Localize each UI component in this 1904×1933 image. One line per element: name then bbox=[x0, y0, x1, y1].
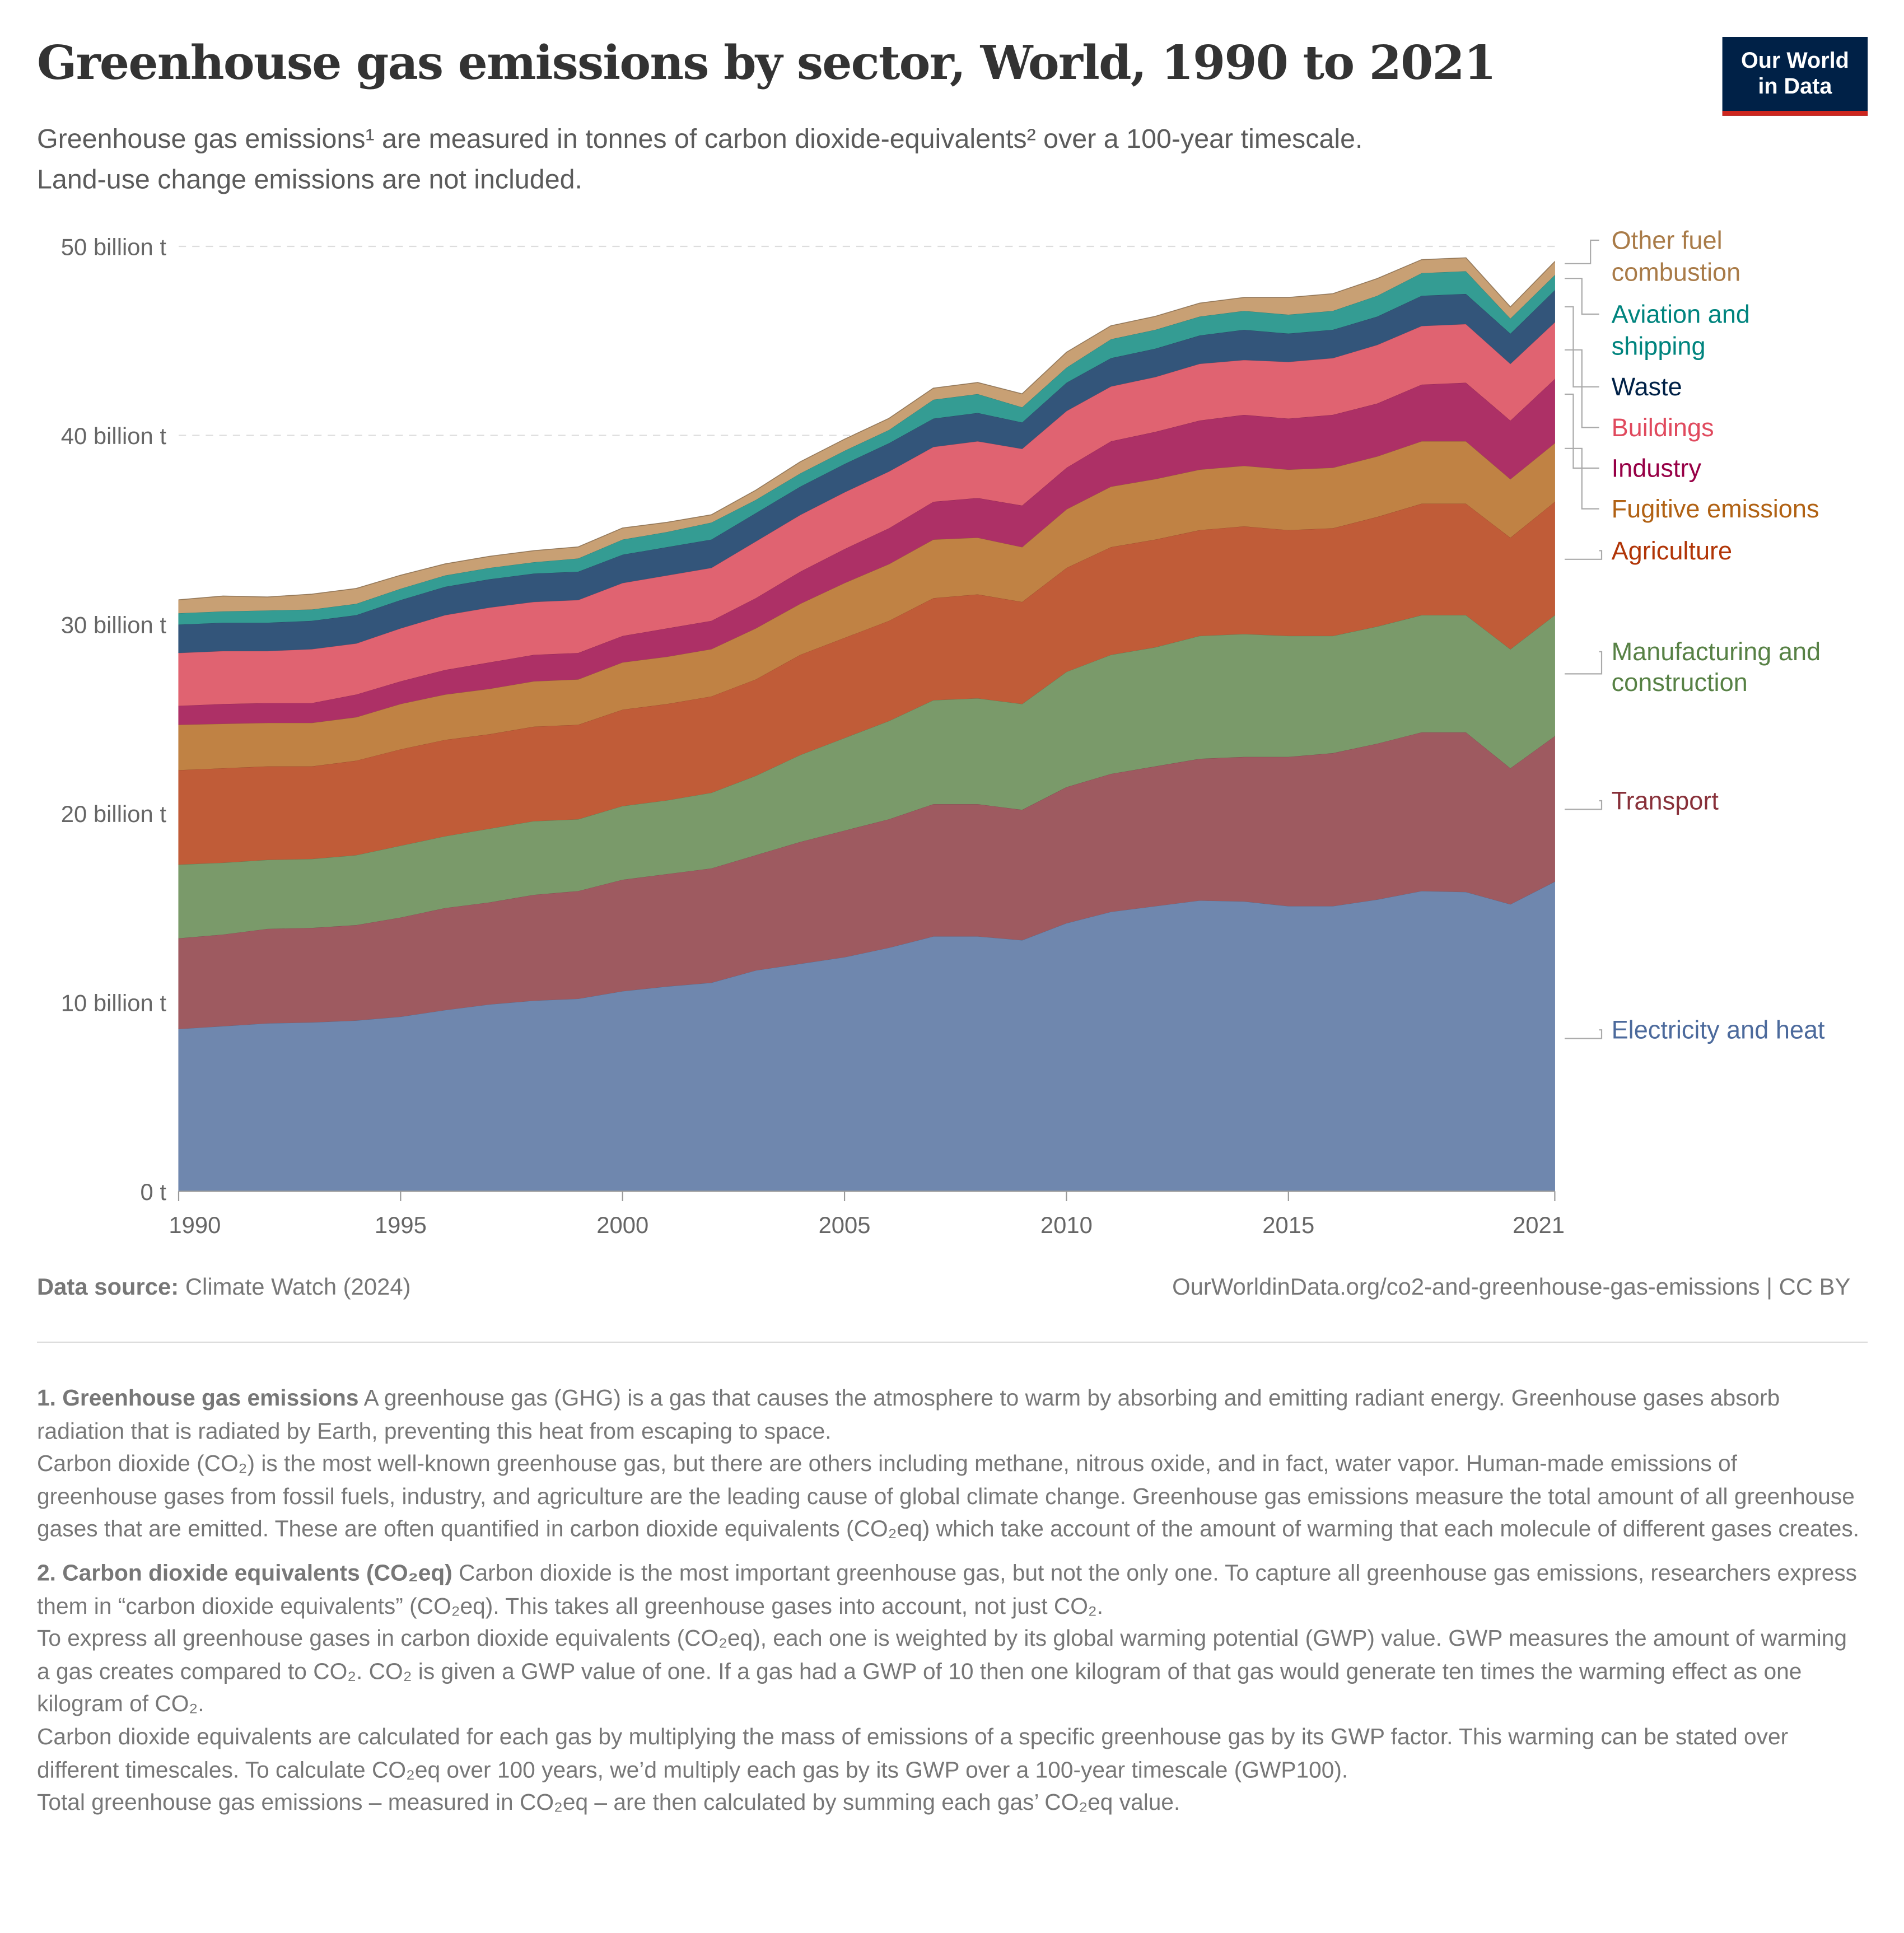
legend-label-transport[interactable]: Transport bbox=[1612, 786, 1719, 815]
x-tick-label: 1995 bbox=[375, 1212, 427, 1238]
legend-label-waste[interactable]: Waste bbox=[1612, 372, 1682, 401]
footnote-2-body: Carbon dioxide is the most important gre… bbox=[37, 1560, 1858, 1618]
legend-connector bbox=[1565, 800, 1603, 810]
y-tick-label: 20 billion t bbox=[61, 801, 167, 827]
legend-connector bbox=[1565, 447, 1599, 510]
legend-connector bbox=[1565, 393, 1599, 469]
area-edge bbox=[178, 257, 1556, 600]
legend-label-agriculture[interactable]: Agriculture bbox=[1612, 536, 1733, 565]
legend-label-industry[interactable]: Industry bbox=[1612, 454, 1702, 482]
legend-connector bbox=[1565, 278, 1599, 315]
stacked-area-chart: 0 t 10 billion t 20 billion t 30 billion t 4… bbox=[61, 226, 1825, 1238]
x-axis: 1990 1995 2000 2005 2010 2015 2021 bbox=[169, 1190, 1565, 1238]
x-tick-label: 2010 bbox=[1040, 1212, 1093, 1238]
footnote-1-title: 1. Greenhouse gas emissions bbox=[37, 1384, 359, 1411]
divider bbox=[37, 1341, 1868, 1343]
area-series bbox=[178, 257, 1556, 1192]
legend-label-buildings[interactable]: Buildings bbox=[1612, 413, 1714, 442]
logo-line-2: in Data bbox=[1758, 74, 1832, 99]
subtitle-line-1: Greenhouse gas emissions¹ are measured i… bbox=[37, 123, 1363, 154]
y-tick-label: 30 billion t bbox=[61, 611, 167, 638]
footnote-1: 1. Greenhouse gas emissions A greenhouse… bbox=[37, 1382, 1860, 1546]
footnote-2-title: 2. Carbon dioxide equivalents (CO₂eq) bbox=[37, 1560, 452, 1586]
footnote-2-para-3: Carbon dioxide equivalents are calculate… bbox=[37, 1723, 1789, 1782]
legend-connector bbox=[1565, 1029, 1603, 1039]
subtitle-line-2: Land-use change emissions are not includ… bbox=[37, 164, 583, 195]
x-tick-label: 2000 bbox=[596, 1212, 648, 1238]
source-value[interactable]: Climate Watch (2024) bbox=[179, 1275, 411, 1301]
footnote-1-para-2: Carbon dioxide (CO₂) is the most well-kn… bbox=[37, 1450, 1860, 1542]
x-tick-label: 2015 bbox=[1262, 1212, 1314, 1238]
chart-title: Greenhouse gas emissions by sector, Worl… bbox=[37, 34, 1496, 90]
legend-label-electricity[interactable]: Electricity and heat bbox=[1612, 1016, 1825, 1044]
legend-label-aviation[interactable]: Aviation and bbox=[1612, 300, 1750, 328]
x-tick-label: 1990 bbox=[169, 1212, 221, 1238]
owid-logo[interactable]: Our World in Data bbox=[1722, 37, 1868, 116]
y-tick-label: 10 billion t bbox=[61, 989, 167, 1016]
source-url[interactable]: OurWorldinData.org/co2-and-greenhouse-ga… bbox=[1172, 1275, 1851, 1301]
x-tick-label: 2021 bbox=[1513, 1212, 1565, 1238]
legend-label-fugitive[interactable]: Fugitive emissions bbox=[1612, 494, 1819, 523]
legend-label-aviation[interactable]: shipping bbox=[1612, 332, 1706, 361]
chart-subtitle: Greenhouse gas emissions¹ are measured i… bbox=[37, 118, 1663, 199]
legend-connector bbox=[1565, 306, 1599, 387]
y-axis-ticks: 0 t 10 billion t 20 billion t 30 billion t 4… bbox=[61, 234, 167, 1204]
legend-label-other[interactable]: combustion bbox=[1612, 258, 1741, 287]
footnotes: 1. Greenhouse gas emissions A greenhouse… bbox=[37, 1382, 1860, 1830]
logo-line-1: Our World bbox=[1740, 48, 1849, 73]
footnote-2: 2. Carbon dioxide equivalents (CO₂eq) Ca… bbox=[37, 1557, 1860, 1819]
data-source: Data source: Climate Watch (2024) bbox=[37, 1275, 411, 1302]
y-tick-label: 40 billion t bbox=[61, 423, 167, 449]
legend: Other fuel combustion Aviation and shipping… bbox=[1565, 226, 1825, 1044]
area-other-fuel-combustion[interactable] bbox=[178, 257, 1555, 614]
legend-label-manufacturing[interactable]: construction bbox=[1612, 668, 1748, 697]
footnote-2-para-2: To express all greenhouse gases in carbo… bbox=[37, 1625, 1847, 1717]
y-tick-label: 50 billion t bbox=[61, 234, 167, 260]
y-tick-label: 0 t bbox=[141, 1179, 167, 1205]
x-tick-label: 2005 bbox=[819, 1212, 871, 1238]
legend-label-other[interactable]: Other fuel bbox=[1612, 226, 1723, 254]
source-label: Data source: bbox=[37, 1275, 179, 1301]
footnote-1-body: A greenhouse gas (GHG) is a gas that cau… bbox=[37, 1384, 1780, 1444]
footnote-2-para-4: Total greenhouse gas emissions – measure… bbox=[37, 1789, 1180, 1815]
legend-label-manufacturing[interactable]: Manufacturing and bbox=[1612, 637, 1821, 666]
legend-connector bbox=[1565, 239, 1599, 264]
legend-connector bbox=[1565, 349, 1599, 428]
legend-connector bbox=[1565, 651, 1603, 675]
legend-connector bbox=[1565, 550, 1603, 560]
